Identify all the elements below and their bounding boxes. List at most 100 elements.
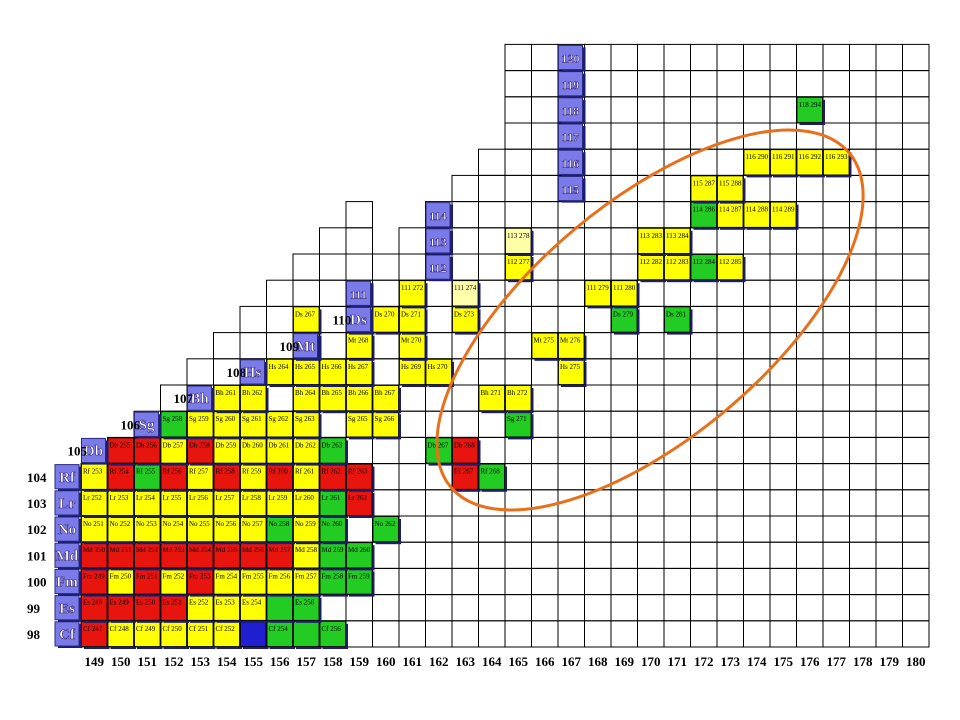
nuclide-cell: Sg 259 xyxy=(187,411,216,440)
nuclide-cell: Es 249 xyxy=(107,594,136,623)
cell-label: 116 292 xyxy=(799,153,822,161)
cell-label: Rf 253 xyxy=(83,468,103,476)
grid-cell xyxy=(266,279,294,307)
grid-cell xyxy=(372,279,400,307)
cell-fill xyxy=(478,463,505,490)
cell-fill xyxy=(717,254,744,281)
grid-cell xyxy=(531,515,559,543)
grid-cell xyxy=(584,122,612,150)
nuclide-cell: Rf 258 xyxy=(213,463,242,492)
nuclide-cell: Hs 264 xyxy=(266,358,295,387)
nuclide-cell: Fm 255 xyxy=(240,568,269,597)
grid-cell xyxy=(637,410,665,438)
grid-cell xyxy=(637,332,665,360)
cell-label: Cf 247 xyxy=(83,625,103,633)
cell-fill xyxy=(346,411,373,438)
element-symbol: 116 xyxy=(562,156,579,170)
grid-cell xyxy=(902,70,930,98)
cell-label: Md 258 xyxy=(295,546,317,554)
grid-cell xyxy=(902,43,930,72)
cell-label: Es 249 xyxy=(110,599,130,607)
grid-cell xyxy=(451,594,479,622)
cell-fill xyxy=(372,306,399,333)
cell-label: Md 259 xyxy=(322,546,344,554)
nuclide-cell: Rf 257 xyxy=(187,463,216,492)
cell-label: 116 293 xyxy=(825,153,848,161)
grid-cell xyxy=(849,410,877,438)
grid-cell xyxy=(451,201,479,229)
grid-cell xyxy=(637,515,665,543)
cell-fill xyxy=(81,489,108,516)
n-tick-label: 170 xyxy=(641,654,661,669)
grid-cell xyxy=(504,332,532,360)
cell-label: Es 252 xyxy=(189,599,209,607)
element-box-Hs: Hs xyxy=(240,359,268,386)
grid-cell xyxy=(822,384,850,412)
z-tick-label: 104 xyxy=(27,470,47,485)
cell-fill xyxy=(107,516,134,543)
n-tick-label: 161 xyxy=(403,654,423,669)
grid-cell xyxy=(531,567,559,596)
cell-label: Es 248 xyxy=(83,599,103,607)
cell-fill xyxy=(240,516,267,543)
cell-label: Ds 273 xyxy=(454,310,475,318)
cell-fill xyxy=(452,437,479,464)
cell-label: Md 257 xyxy=(269,546,291,554)
grid-cell xyxy=(849,541,877,569)
grid-cell xyxy=(769,384,797,412)
nuclide-cell: Sg 265 xyxy=(346,411,375,440)
grid-cell xyxy=(584,620,612,648)
cell-label: Ds 279 xyxy=(613,310,634,318)
nuclide-cell: No 257 xyxy=(240,516,269,545)
nuclide-cell: Sg 266 xyxy=(372,411,401,440)
grid-cell xyxy=(478,227,506,255)
cell-label: Cf 251 xyxy=(189,625,209,633)
element-box-fill xyxy=(54,542,80,568)
nuclide-cell: 111 280 xyxy=(611,280,640,309)
cell-fill xyxy=(107,437,134,464)
grid-cell xyxy=(504,489,532,517)
grid-cell xyxy=(875,43,903,72)
nuclide-cell: Md 256 xyxy=(240,542,269,571)
grid-cell xyxy=(716,620,744,648)
element-box-Rf: Rf xyxy=(54,464,82,491)
nuclide-cell: No 256 xyxy=(213,516,242,545)
cell-label: Lr 256 xyxy=(189,494,208,502)
grid-cell xyxy=(637,620,665,648)
grid-cell xyxy=(716,436,744,465)
grid-cell xyxy=(663,70,691,98)
z-tick-label: 100 xyxy=(27,575,47,590)
nuclide-cell: Md 258 xyxy=(293,542,322,571)
grid-cell xyxy=(610,515,638,543)
cell-fill xyxy=(505,385,532,412)
grid-cell xyxy=(875,253,903,281)
grid-cell xyxy=(425,515,453,543)
cell-fill xyxy=(293,594,320,621)
grid-cell xyxy=(504,122,532,150)
cell-fill xyxy=(319,358,346,385)
grid-cell xyxy=(690,358,718,386)
cell-label: Mt 275 xyxy=(534,337,555,345)
cell-fill xyxy=(319,437,346,464)
grid-cell xyxy=(425,594,453,622)
nuclide-cell: Ds 267 xyxy=(293,306,322,335)
cell-fill xyxy=(160,437,187,464)
grid-cell xyxy=(531,148,559,176)
grid-cell xyxy=(451,541,479,569)
cell-fill xyxy=(240,542,267,569)
element-symbol: 120 xyxy=(562,52,580,66)
nuclide-cell: Mt 276 xyxy=(558,332,587,361)
cell-label: No 259 xyxy=(295,520,316,528)
cell-fill xyxy=(584,280,611,307)
grid-cell xyxy=(690,594,718,622)
cell-label: Cf 256 xyxy=(322,625,342,633)
grid-cell xyxy=(478,253,506,281)
z-tick-label: 102 xyxy=(27,522,47,537)
cell-label: Sg 260 xyxy=(216,415,236,423)
n-tick-label: 166 xyxy=(535,654,555,669)
grid-cell xyxy=(743,43,771,72)
nuclide-cell: Rf 256 xyxy=(160,463,189,492)
grid-cell xyxy=(902,253,930,281)
grid-cell xyxy=(796,201,824,229)
nuclide-cell: Lr 259 xyxy=(266,489,295,518)
